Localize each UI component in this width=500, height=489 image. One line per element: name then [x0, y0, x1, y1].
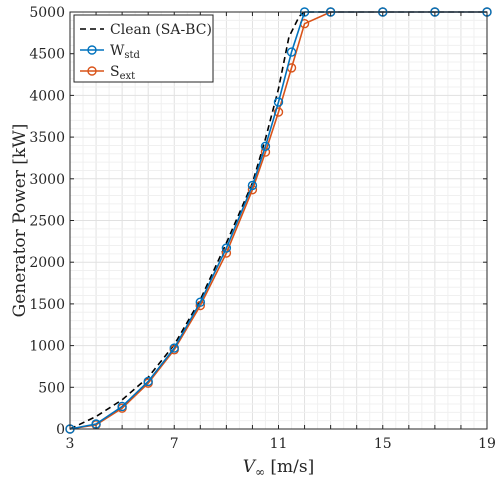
legend-label-wstd: Wstd — [110, 43, 141, 61]
y-tick-label: 500 — [38, 380, 65, 396]
legend-label-clean: Clean (SA-BC) — [110, 22, 212, 38]
legend-entry-wstd: Wstd — [80, 43, 141, 61]
data-point-wstd — [260, 141, 271, 151]
y-tick-label: 2000 — [29, 255, 65, 271]
data-point-wstd — [169, 343, 179, 353]
data-point-wstd — [273, 97, 284, 107]
x-tick-label: 3 — [66, 436, 75, 452]
y-tick-label: 3500 — [29, 130, 65, 146]
data-point-wstd — [221, 243, 232, 253]
y-tick-label: 1000 — [29, 339, 65, 355]
legend-label-wstd-main: W — [110, 43, 125, 59]
y-tick-label: 2500 — [29, 214, 65, 230]
y-tick-label: 0 — [56, 422, 65, 438]
legend-label-sext-main: S — [110, 64, 120, 80]
y-tick-label: 3000 — [29, 172, 65, 188]
x-tick-label: 19 — [478, 436, 496, 452]
tick-labels: 3 7 11 15 19 0 500 1000 1500 2000 2500 3000 3500 4000… — [29, 5, 496, 452]
legend-marker-wstd — [87, 45, 97, 55]
x-axis-label: V∞ [m/s] — [243, 457, 315, 479]
x-tick-label: 15 — [374, 436, 392, 452]
legend-label-wstd-sub: std — [124, 50, 140, 61]
data-point-wstd — [117, 401, 127, 412]
y-tick-label: 4500 — [29, 47, 65, 63]
data-point-wstd — [195, 297, 206, 307]
x-tick-label: 7 — [170, 436, 179, 452]
series-line-clean — [69, 11, 487, 430]
data-point-sext — [273, 107, 284, 117]
legend-label-sext-sub: ext — [120, 71, 136, 82]
legend-entry-sext: Sext — [80, 64, 135, 82]
legend-entry-clean: Clean (SA-BC) — [80, 22, 212, 38]
x-axis-unit: [m/s] — [270, 457, 314, 477]
legend-label-sext: Sext — [110, 64, 135, 82]
y-tick-label: 4000 — [29, 88, 65, 104]
y-tick-label: 5000 — [29, 5, 65, 21]
data-point-wstd — [286, 47, 297, 57]
y-tick-label: 1500 — [29, 297, 65, 313]
x-axis-subscript: ∞ — [255, 465, 265, 479]
y-axis-label: Generator Power [kW] — [10, 124, 30, 318]
x-tick-label: 11 — [270, 436, 288, 452]
legend-marker-sext — [87, 66, 97, 76]
data-point-wstd — [247, 180, 258, 191]
legend: Clean (SA-BC) Wstd Sext — [73, 14, 214, 83]
x-axis-symbol: V — [243, 457, 257, 477]
data-point-wstd — [143, 376, 153, 387]
